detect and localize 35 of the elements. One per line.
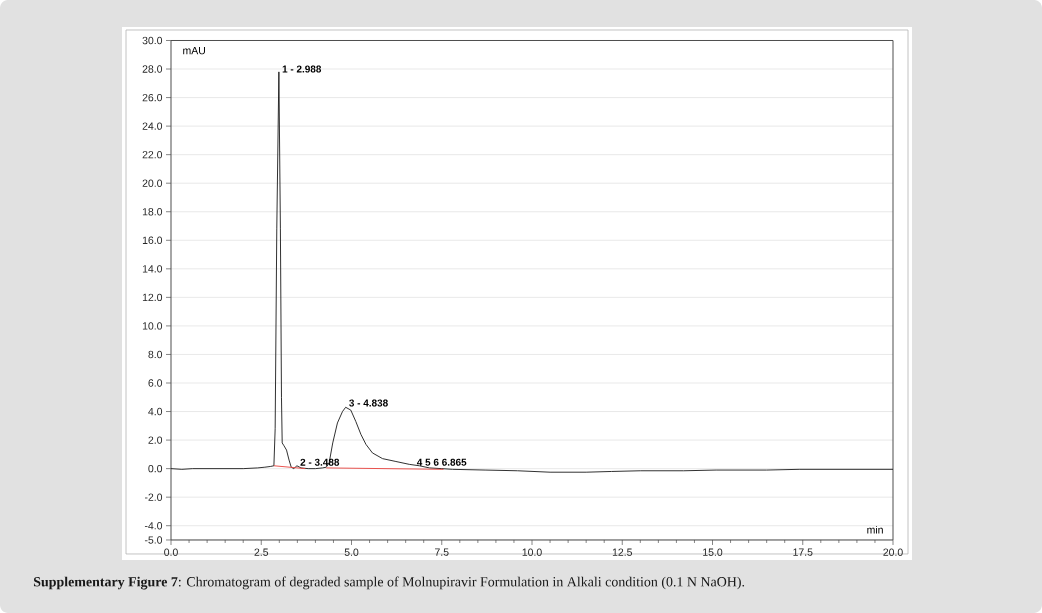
- x-tick-label: 5.0: [344, 548, 359, 556]
- y-tick-label: 16.0: [142, 236, 163, 244]
- x-tick-label: 7.5: [435, 548, 449, 556]
- y-tick-label: 10.0: [142, 322, 163, 330]
- y-tick-label: 24.0: [142, 122, 163, 130]
- annotation: 4 5 6 6.865: [416, 458, 467, 466]
- y-tick-label: 18.0: [142, 208, 163, 216]
- y-tick-label: 4.0: [148, 407, 163, 416]
- annotation: 3 - 4.838: [349, 399, 388, 407]
- y-tick-label: 28.0: [142, 65, 163, 73]
- annotation: 1 - 2.988: [282, 65, 322, 73]
- y-tick-label: 22.0: [142, 150, 163, 159]
- y-tick-label: 12.0: [142, 293, 163, 302]
- x-tick-label: 2.5: [254, 548, 269, 556]
- y-tick-label: 8.0: [148, 350, 163, 359]
- x-tick-label: 17.5: [793, 548, 813, 556]
- y-axis-title: mAU: [183, 47, 205, 55]
- y-tick-label: -4.0: [144, 522, 163, 530]
- y-tick-label: 0.0: [148, 464, 163, 473]
- text: Supplementary Figure 7: Chromatogram of degraded sample of Molnupiravir Formulation in Alkali condition (0.1 N NaOH).: [33, 576, 745, 590]
- y-tick-label: 20.0: [142, 179, 163, 187]
- y-tick-label: 26.0: [142, 93, 163, 102]
- y-tick-label: 6.0: [148, 379, 163, 387]
- x-axis-title: min: [867, 525, 883, 534]
- y-tick-label: -2.0: [144, 493, 163, 501]
- y-tick-label: 2.0: [148, 436, 163, 444]
- y-tick-label: 14.0: [142, 265, 163, 273]
- x-tick-label: 12.5: [612, 548, 632, 556]
- x-tick-label: 10.0: [522, 548, 542, 556]
- x-tick-label: 20.0: [883, 548, 903, 556]
- x-tick-label: 0.0: [164, 548, 178, 556]
- y-tick-label: -5.0: [144, 536, 163, 544]
- annotation: 2 - 3.488: [300, 458, 340, 466]
- y-tick-label: 30.0: [142, 36, 163, 45]
- x-tick-label: 15.0: [703, 548, 723, 556]
